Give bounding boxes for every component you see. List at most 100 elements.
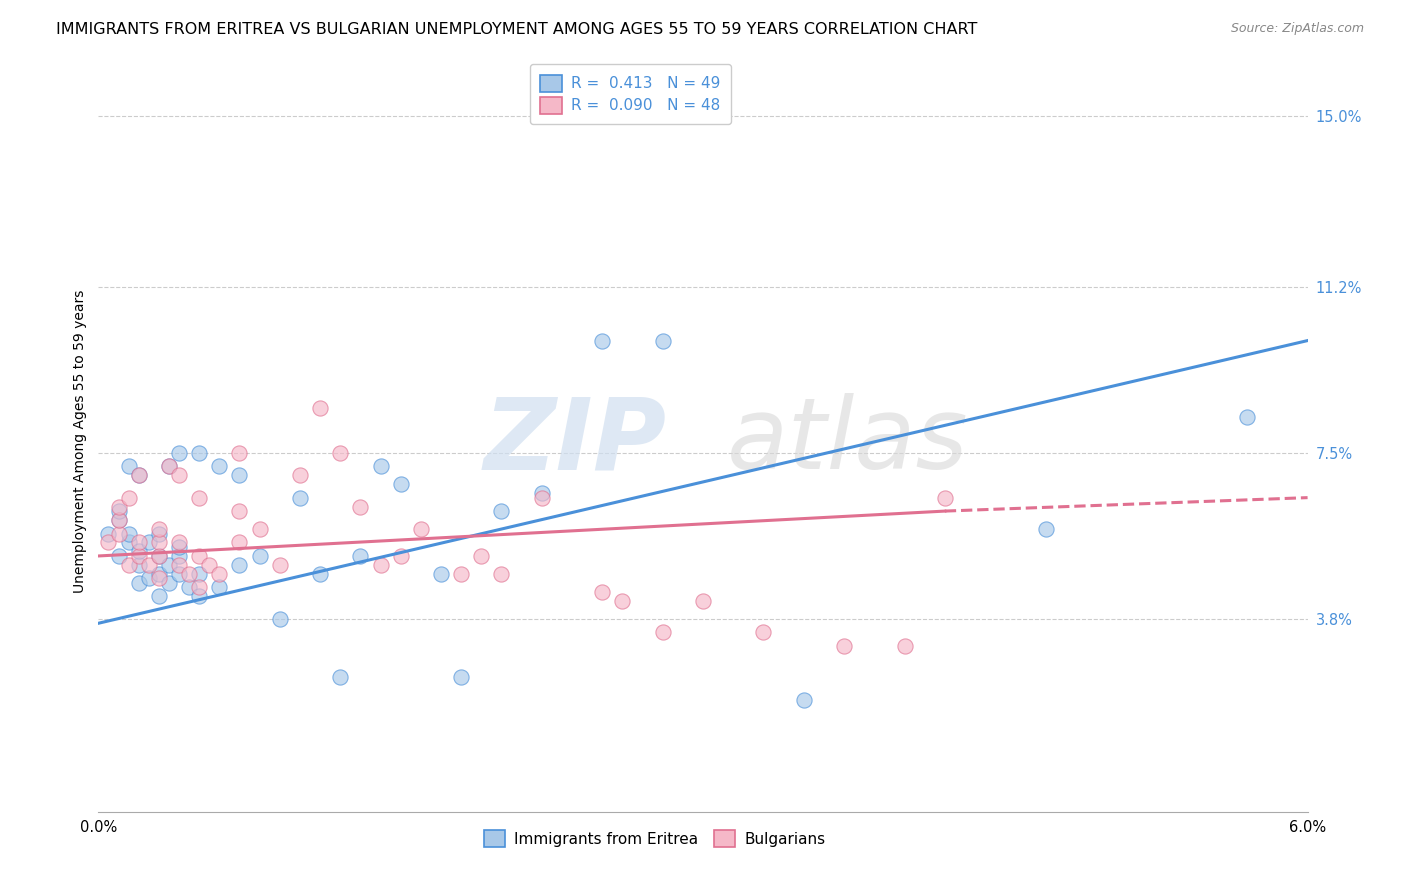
- Point: [288, 468, 311, 483]
- Point: [148, 522, 170, 536]
- Point: [450, 670, 472, 684]
- Point: [118, 491, 141, 505]
- Point: [591, 334, 613, 348]
- Point: [752, 625, 775, 640]
- Point: [167, 549, 190, 563]
- Y-axis label: Unemployment Among Ages 55 to 59 years: Unemployment Among Ages 55 to 59 years: [73, 290, 87, 593]
- Point: [148, 566, 170, 581]
- Point: [148, 526, 170, 541]
- Point: [228, 535, 250, 549]
- Point: [107, 526, 129, 541]
- Point: [97, 535, 120, 549]
- Point: [530, 491, 553, 505]
- Point: [128, 544, 150, 558]
- Point: [107, 500, 129, 514]
- Point: [188, 580, 211, 594]
- Point: [470, 549, 492, 563]
- Text: IMMIGRANTS FROM ERITREA VS BULGARIAN UNEMPLOYMENT AMONG AGES 55 TO 59 YEARS CORR: IMMIGRANTS FROM ERITREA VS BULGARIAN UNE…: [56, 22, 977, 37]
- Point: [118, 459, 141, 474]
- Point: [309, 401, 332, 415]
- Point: [188, 549, 211, 563]
- Point: [228, 446, 250, 460]
- Point: [208, 459, 231, 474]
- Point: [148, 571, 170, 585]
- Point: [228, 468, 250, 483]
- Point: [107, 513, 129, 527]
- Point: [249, 522, 271, 536]
- Text: ZIP: ZIP: [484, 393, 666, 490]
- Point: [167, 535, 190, 549]
- Point: [228, 504, 250, 518]
- Point: [1236, 409, 1258, 424]
- Point: [188, 590, 211, 604]
- Point: [370, 558, 392, 572]
- Point: [128, 575, 150, 590]
- Point: [349, 549, 371, 563]
- Point: [179, 566, 201, 581]
- Point: [591, 585, 613, 599]
- Point: [167, 468, 190, 483]
- Point: [167, 446, 190, 460]
- Point: [188, 446, 211, 460]
- Point: [179, 580, 201, 594]
- Point: [269, 612, 291, 626]
- Point: [389, 477, 412, 491]
- Point: [138, 535, 160, 549]
- Point: [309, 566, 332, 581]
- Point: [491, 504, 513, 518]
- Point: [409, 522, 432, 536]
- Point: [208, 580, 231, 594]
- Point: [651, 334, 673, 348]
- Point: [389, 549, 412, 563]
- Point: [329, 446, 352, 460]
- Point: [118, 535, 141, 549]
- Point: [349, 500, 371, 514]
- Point: [128, 468, 150, 483]
- Point: [167, 566, 190, 581]
- Point: [1035, 522, 1057, 536]
- Point: [228, 558, 250, 572]
- Point: [651, 625, 673, 640]
- Point: [118, 558, 141, 572]
- Point: [148, 549, 170, 563]
- Point: [157, 459, 180, 474]
- Point: [128, 549, 150, 563]
- Point: [138, 558, 160, 572]
- Point: [128, 468, 150, 483]
- Point: [269, 558, 291, 572]
- Point: [148, 549, 170, 563]
- Point: [157, 558, 180, 572]
- Point: [450, 566, 472, 581]
- Point: [491, 566, 513, 581]
- Point: [893, 639, 915, 653]
- Point: [148, 535, 170, 549]
- Point: [793, 692, 815, 706]
- Point: [157, 459, 180, 474]
- Point: [188, 491, 211, 505]
- Point: [128, 535, 150, 549]
- Text: Source: ZipAtlas.com: Source: ZipAtlas.com: [1230, 22, 1364, 36]
- Point: [530, 486, 553, 500]
- Point: [832, 639, 855, 653]
- Point: [148, 590, 170, 604]
- Point: [157, 575, 180, 590]
- Point: [288, 491, 311, 505]
- Point: [97, 526, 120, 541]
- Point: [208, 566, 231, 581]
- Point: [249, 549, 271, 563]
- Point: [138, 571, 160, 585]
- Point: [188, 566, 211, 581]
- Point: [107, 513, 129, 527]
- Point: [198, 558, 221, 572]
- Point: [612, 594, 634, 608]
- Point: [934, 491, 956, 505]
- Point: [167, 558, 190, 572]
- Point: [107, 504, 129, 518]
- Text: atlas: atlas: [727, 393, 969, 490]
- Point: [692, 594, 714, 608]
- Point: [107, 549, 129, 563]
- Point: [167, 540, 190, 554]
- Point: [118, 526, 141, 541]
- Point: [128, 558, 150, 572]
- Point: [329, 670, 352, 684]
